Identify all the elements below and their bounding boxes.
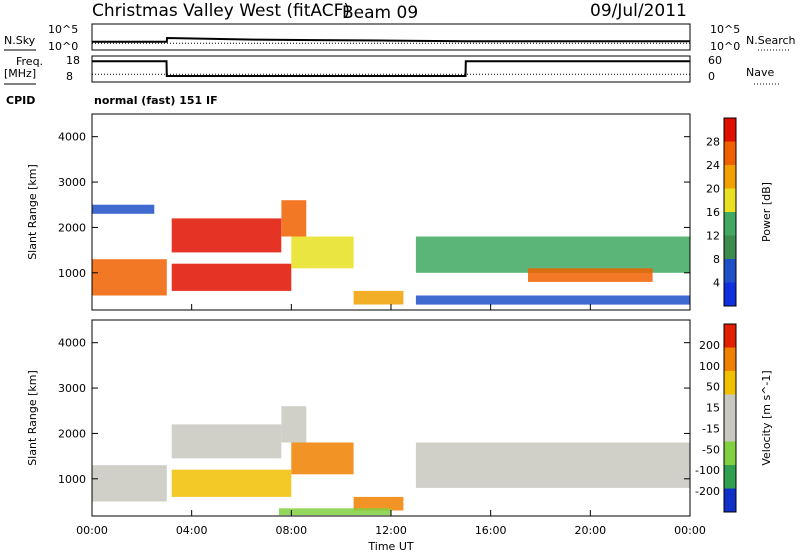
power-band-9 [415,295,690,305]
power-colorbar-tick-0: 28 [706,136,720,149]
power-ylabel: Slant Range [km] [26,164,39,260]
power-ytick-label-3: 4000 [58,131,86,144]
velocity-colorbar-seg-7 [724,488,736,512]
velocity-ylabel: Slant Range [km] [26,370,39,466]
power-band-5 [291,236,354,269]
nave-label: Nave [746,66,774,79]
power-colorbar-seg-4 [724,212,736,236]
velocity-colorbar-seg-0 [724,324,736,348]
velocity-panel: 1000 2000 3000 4000 Slant Range [km] 200 100… [26,319,773,517]
plot-title: Christmas Valley West (fitACF) [92,1,350,21]
velocity-band-6 [415,442,690,488]
velocity-band-2 [281,406,307,443]
velocity-colorbar-seg-4 [724,418,736,442]
power-colorbar-tick-5: 8 [713,253,720,266]
power-ytick-label-2: 3000 [58,176,86,189]
date-label: 09/Jul/2011 [590,1,687,21]
power-band-1 [92,204,155,214]
power-band-7 [415,236,690,273]
freq-label: Freq. [16,55,43,68]
freq-line [92,60,690,77]
x-tick-label-1: 04:00 [176,524,208,537]
velocity-band-5 [353,496,404,511]
power-colorbar-seg-0 [724,118,736,142]
frequency-panel: Freq. [MHz] Nave 18 8 60 0 [4,54,780,85]
velocity-band-1 [171,424,282,459]
velocity-colorbar-tick-4: -15 [702,422,720,435]
power-colorbar-seg-2 [724,165,736,189]
x-tick-label-6: 00:00 [674,524,706,537]
power-colorbar-seg-1 [724,141,736,165]
power-ytick-label-0: 1000 [58,267,86,280]
velocity-ytick-label-1: 2000 [58,427,86,440]
velocity-colorbar-tick-1: 100 [699,360,720,373]
freq-tick-bottom: 8 [66,70,73,83]
time-axis: 00:00 04:00 08:00 12:00 16:00 20:00 00:00 [76,304,706,537]
power-colorbar-tick-3: 16 [706,206,720,219]
noise-series-0 [92,36,690,43]
velocity-colorbar-tick-5: -50 [702,443,720,456]
velocity-band-7 [278,508,391,516]
power-panel: 1000 2000 3000 4000 Slant Range [km] 28 24 20… [26,113,773,311]
power-colorbar-seg-7 [724,282,736,306]
freq-tick-top: 18 [66,54,80,67]
power-band-6 [353,290,404,305]
x-tick-label-3: 12:00 [375,524,407,537]
power-colorbar-tick-2: 20 [706,183,720,196]
nave-tick-bottom: 0 [708,70,715,83]
power-ytick-label-1: 2000 [58,221,86,234]
nsearch-label: N.Search [746,34,796,47]
velocity-colorbar-seg-1 [724,347,736,371]
velocity-colorbar-seg-6 [724,465,736,489]
power-colorbar-seg-6 [724,259,736,283]
x-tick-label-4: 16:00 [475,524,507,537]
freq-unit-label: [MHz] [4,67,36,80]
cpid-value: normal (fast) 151 IF [94,94,218,107]
power-colorbar-frame [723,117,737,307]
velocity-colorbar-seg-2 [724,371,736,395]
velocity-ytick-label-0: 1000 [58,473,86,486]
velocity-band-0 [92,465,167,502]
velocity-colorbar-seg-3 [724,394,736,418]
power-colorbar-seg-3 [724,188,736,212]
x-tick-label-5: 20:00 [574,524,606,537]
velocity-band-3 [171,469,292,497]
power-band-0 [92,259,167,296]
power-colorbar-label: Power [dB] [760,182,773,242]
x-tick-label-2: 08:00 [275,524,307,537]
nsky-label: N.Sky [4,34,36,47]
power-band-3 [281,200,307,237]
power-band-8 [528,268,653,282]
power-colorbar-seg-5 [724,235,736,259]
power-band-4 [171,263,292,291]
velocity-ytick-label-3: 4000 [58,337,86,350]
noise-panel: N.Sky N.Search 10^5 10^0 10^5 10^0 [4,23,796,53]
velocity-ytick-label-2: 3000 [58,382,86,395]
x-axis-label: Time UT [367,540,413,553]
power-band-2 [171,218,282,253]
velocity-colorbar-label: Velocity [m s^-1] [760,370,773,465]
noise-right-tick-bottom: 10^0 [710,40,740,53]
noise-right-tick-top: 10^5 [710,23,740,36]
velocity-colorbar-tick-7: -200 [695,485,720,498]
cpid-label: CPID [6,94,35,107]
power-colorbar-tick-1: 24 [706,159,720,172]
beam-label: Beam 09 [342,3,418,23]
velocity-colorbar-frame [723,323,737,513]
velocity-colorbar-tick-6: -100 [695,464,720,477]
velocity-colorbar-seg-5 [724,441,736,465]
noise-left-tick-top: 10^5 [48,23,78,36]
x-tick-label-0: 00:00 [76,524,108,537]
power-colorbar-tick-6: 4 [713,277,720,290]
power-colorbar-tick-4: 12 [706,230,720,243]
noise-left-tick-bottom: 10^0 [48,40,78,53]
velocity-colorbar-tick-3: 15 [706,402,720,415]
velocity-colorbar-tick-0: 200 [699,339,720,352]
velocity-band-4 [291,442,354,475]
nave-tick-top: 60 [708,54,722,67]
velocity-colorbar-tick-2: 50 [706,381,720,394]
